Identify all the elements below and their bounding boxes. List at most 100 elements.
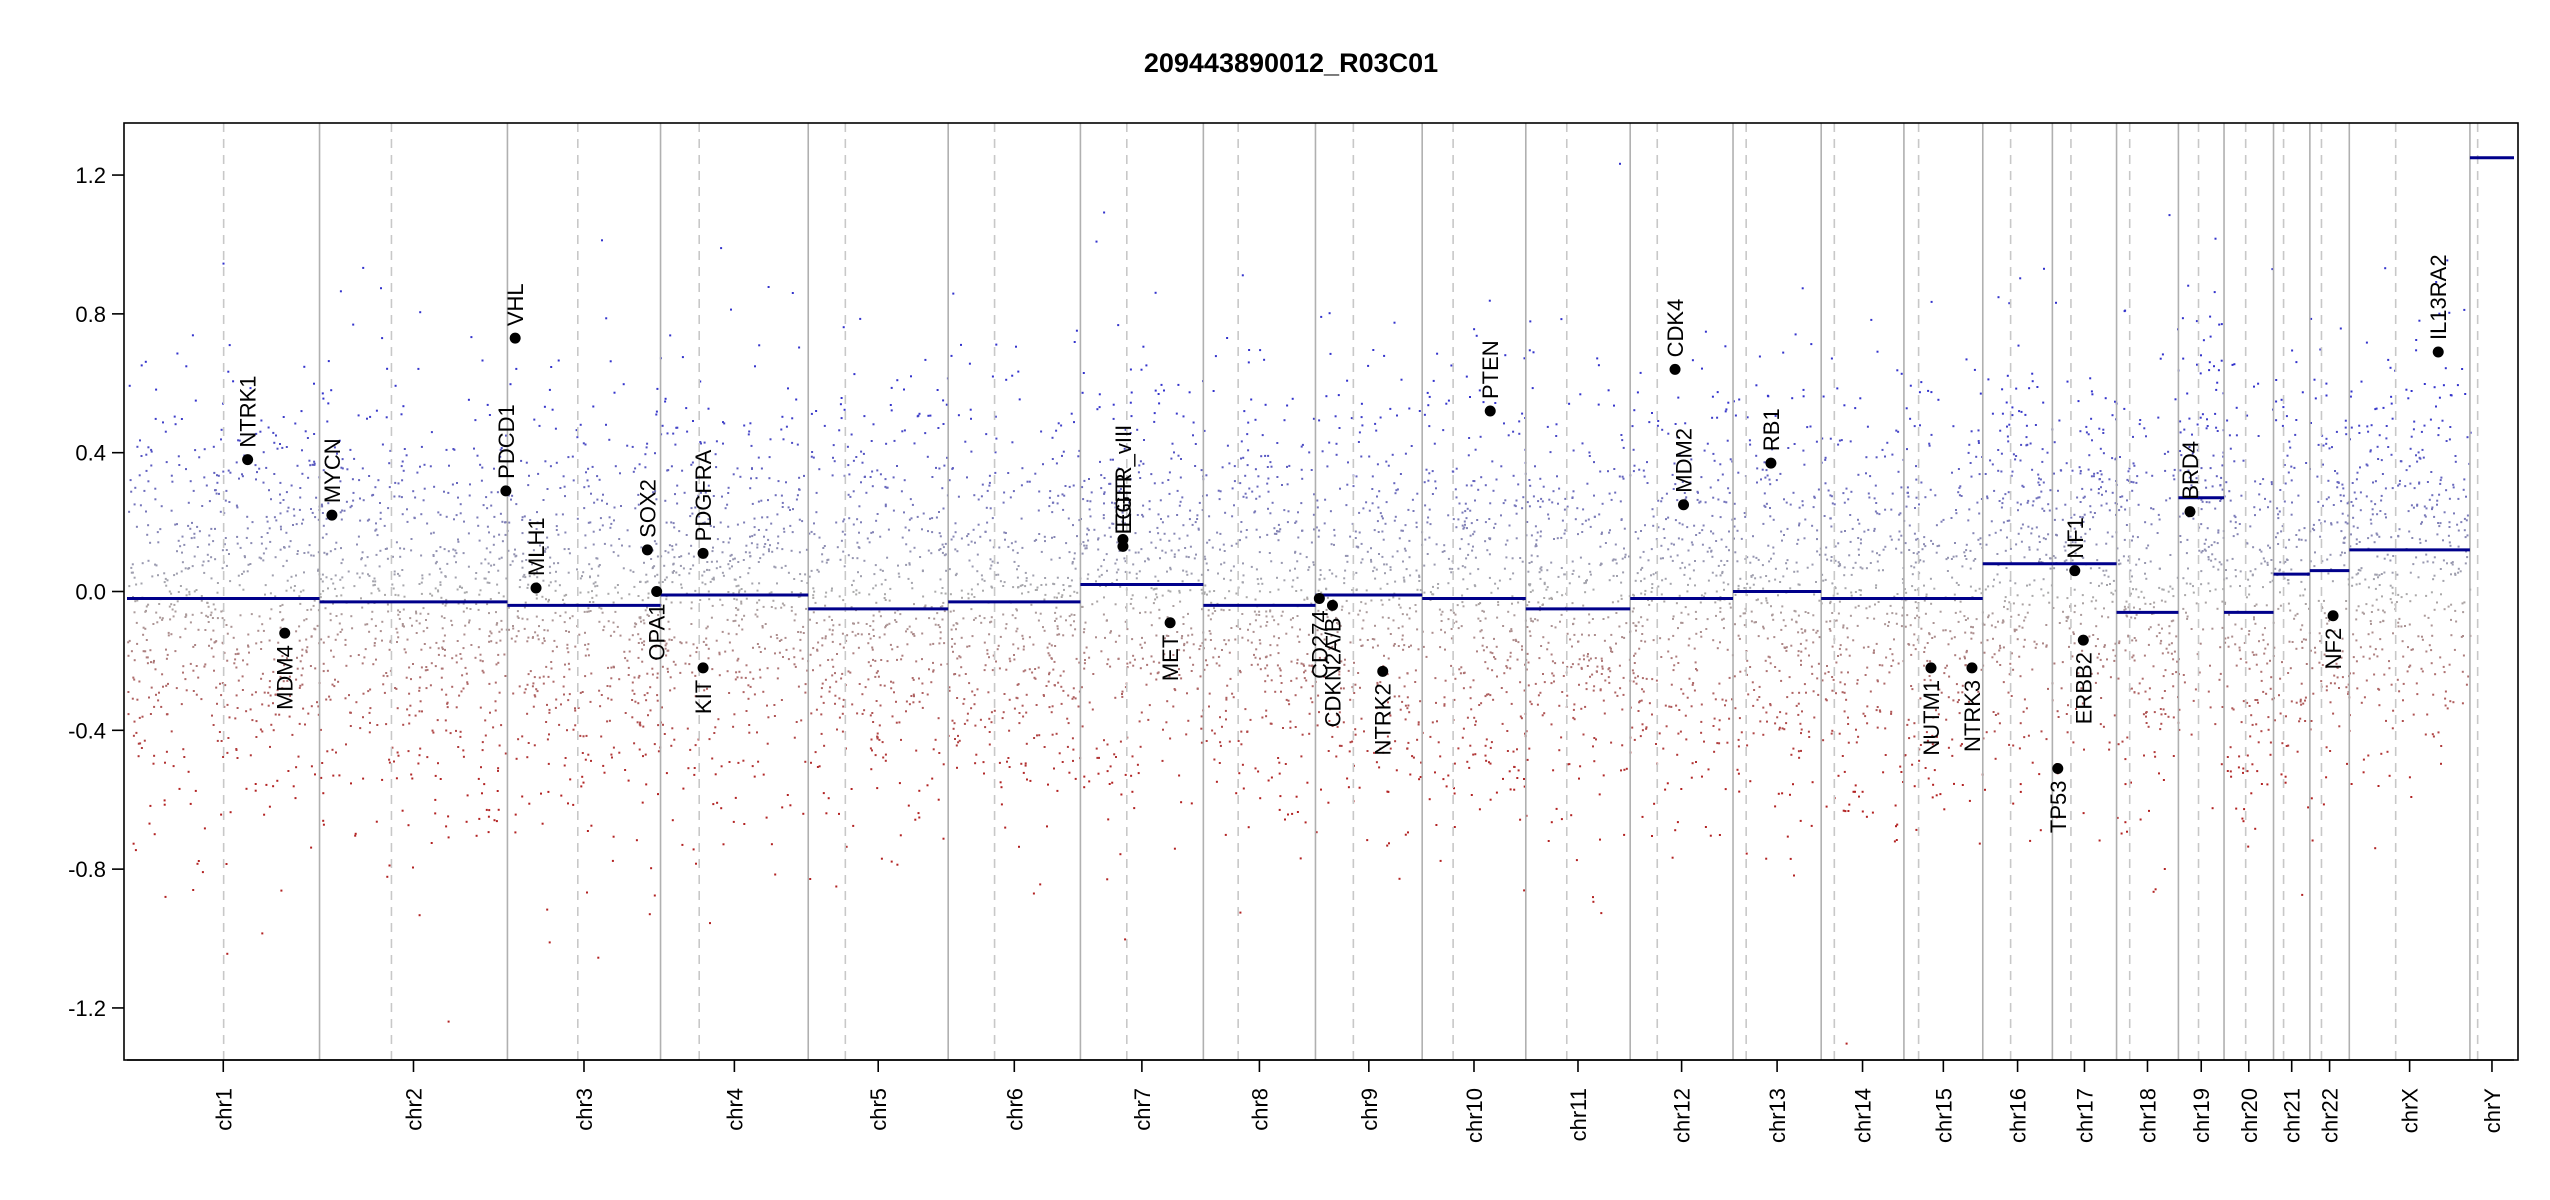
probe-point xyxy=(692,555,695,558)
probe-point xyxy=(1288,464,1291,467)
probe-point xyxy=(369,721,371,724)
probe-point xyxy=(1585,682,1588,685)
probe-point xyxy=(1264,403,1267,406)
probe-point xyxy=(1279,795,1282,798)
probe-point xyxy=(1015,608,1018,611)
probe-point xyxy=(447,836,450,839)
probe-point xyxy=(670,465,673,468)
probe-point xyxy=(1076,591,1079,594)
probe-point xyxy=(688,663,691,666)
probe-point xyxy=(1155,587,1158,590)
probe-point xyxy=(517,617,520,619)
probe-point xyxy=(515,367,518,370)
probe-point xyxy=(538,625,540,628)
probe-point xyxy=(408,714,411,717)
probe-point xyxy=(858,591,861,594)
probe-point xyxy=(1328,720,1331,722)
probe-point xyxy=(1269,591,1272,594)
probe-point xyxy=(1435,824,1438,826)
probe-point xyxy=(374,624,377,627)
probe-point xyxy=(493,563,496,566)
probe-point xyxy=(1197,528,1200,531)
probe-point xyxy=(982,589,984,592)
probe-point xyxy=(1066,717,1069,720)
probe-point xyxy=(230,625,233,628)
probe-point xyxy=(563,675,566,678)
probe-point xyxy=(1586,655,1589,658)
probe-point xyxy=(1043,746,1046,748)
probe-point xyxy=(1517,769,1520,772)
probe-point xyxy=(514,813,517,816)
probe-point xyxy=(485,808,488,811)
probe-point xyxy=(1177,549,1180,552)
probe-point xyxy=(220,428,223,431)
probe-point xyxy=(864,686,867,689)
probe-point xyxy=(758,646,761,649)
probe-point xyxy=(1129,368,1132,371)
probe-point xyxy=(690,544,693,547)
probe-point xyxy=(1388,598,1391,601)
probe-point xyxy=(555,513,558,516)
probe-point xyxy=(1505,691,1508,694)
probe-point xyxy=(385,723,388,726)
probe-point xyxy=(1240,730,1243,733)
probe-point xyxy=(1232,565,1235,568)
probe-point xyxy=(151,575,154,578)
probe-point xyxy=(1208,630,1211,632)
probe-point xyxy=(847,554,850,557)
probe-point xyxy=(217,474,220,477)
probe-point xyxy=(1323,657,1326,660)
probe-point xyxy=(733,597,736,600)
probe-point xyxy=(1447,514,1450,517)
probe-point xyxy=(1521,412,1524,415)
probe-point xyxy=(1614,691,1617,694)
probe-point xyxy=(434,587,437,590)
probe-point xyxy=(1117,324,1120,327)
probe-point xyxy=(1301,733,1304,736)
probe-point xyxy=(1181,635,1184,637)
probe-point xyxy=(1117,467,1120,470)
probe-point xyxy=(526,640,529,643)
probe-point xyxy=(1535,539,1538,542)
probe-point xyxy=(426,626,429,629)
probe-point xyxy=(1621,636,1624,639)
probe-point xyxy=(1143,439,1145,441)
probe-point xyxy=(349,711,352,714)
probe-point xyxy=(1529,583,1532,586)
probe-point xyxy=(832,444,835,447)
probe-point xyxy=(1278,530,1281,533)
probe-point xyxy=(937,717,940,720)
probe-point xyxy=(279,501,282,504)
probe-point xyxy=(1334,415,1337,418)
probe-point xyxy=(641,660,644,663)
probe-point xyxy=(263,813,266,816)
probe-point xyxy=(1463,671,1466,674)
probe-point xyxy=(497,591,500,594)
probe-point xyxy=(1258,610,1261,613)
probe-point xyxy=(597,574,600,577)
probe-point xyxy=(462,755,465,758)
probe-point xyxy=(1147,718,1150,721)
probe-point xyxy=(1258,590,1261,593)
probe-point xyxy=(1512,430,1515,433)
probe-point xyxy=(404,651,407,654)
probe-point xyxy=(582,735,585,738)
probe-point xyxy=(206,615,209,618)
probe-point xyxy=(921,528,923,531)
probe-point xyxy=(1425,655,1428,658)
probe-point xyxy=(671,819,674,822)
probe-point xyxy=(1374,624,1376,627)
probe-point xyxy=(1312,561,1315,564)
probe-point xyxy=(334,574,337,577)
probe-point xyxy=(1156,596,1159,599)
probe-point xyxy=(1152,588,1155,591)
probe-point xyxy=(1154,546,1157,549)
probe-point xyxy=(1378,553,1380,555)
probe-point xyxy=(1196,514,1199,517)
probe-point xyxy=(360,558,363,561)
probe-point xyxy=(971,565,974,568)
probe-point xyxy=(1409,574,1412,577)
probe-point xyxy=(1231,692,1234,695)
probe-point xyxy=(313,463,316,466)
probe-point xyxy=(1116,541,1119,544)
